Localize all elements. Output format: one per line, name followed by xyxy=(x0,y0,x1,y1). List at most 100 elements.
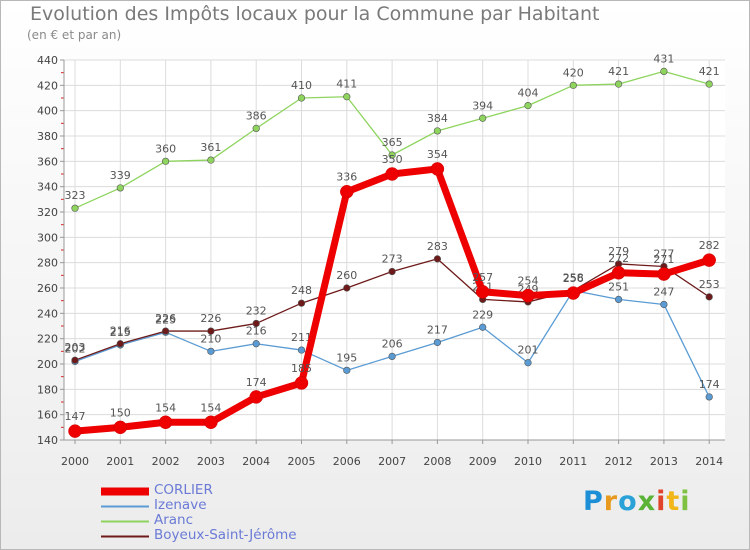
data-point-izenave xyxy=(706,394,713,401)
data-label-corlier: 185 xyxy=(291,362,312,375)
x-tick-label: 2004 xyxy=(242,455,270,468)
y-tick-label: 340 xyxy=(37,181,58,194)
x-tick-label: 2008 xyxy=(423,455,451,468)
data-label-corlier: 147 xyxy=(65,410,86,423)
legend-label-corlier: CORLIER xyxy=(154,482,213,498)
data-point-aranc xyxy=(117,185,124,192)
data-label-corlier: 174 xyxy=(246,376,267,389)
data-point-boyeux-saint-jerome xyxy=(389,268,396,275)
logo-letter: x xyxy=(638,486,656,517)
data-point-aranc xyxy=(344,93,351,100)
x-tick-label: 2011 xyxy=(559,455,587,468)
data-label-aranc: 431 xyxy=(653,52,674,65)
logo-letter: r xyxy=(604,486,618,517)
data-label-boyeux-saint-jerome: 260 xyxy=(336,269,357,282)
data-point-izenave xyxy=(389,353,396,360)
data-label-aranc: 339 xyxy=(110,169,131,182)
logo-letter: P xyxy=(583,486,604,517)
data-label-aranc: 361 xyxy=(200,141,221,154)
data-label-corlier: 257 xyxy=(472,271,493,284)
legend-label-izenave: Izenave xyxy=(154,497,207,513)
y-tick-label: 280 xyxy=(37,257,58,270)
y-tick-label: 160 xyxy=(37,409,58,422)
data-label-aranc: 394 xyxy=(472,99,493,112)
data-point-izenave xyxy=(525,359,532,366)
data-point-aranc xyxy=(525,102,532,109)
legend-swatch-izenave xyxy=(100,499,150,514)
legend-swatch-aranc xyxy=(100,514,150,529)
data-point-corlier xyxy=(703,254,716,267)
y-tick-label: 140 xyxy=(37,434,58,447)
data-label-izenave: 174 xyxy=(699,378,720,391)
data-label-corlier: 272 xyxy=(608,252,629,265)
data-label-izenave: 201 xyxy=(518,344,539,357)
data-point-corlier xyxy=(250,390,263,403)
legend-swatch-boyeux xyxy=(100,529,150,544)
data-point-izenave xyxy=(615,296,622,303)
data-label-aranc: 421 xyxy=(699,65,720,78)
proxiti-logo: Proxiti xyxy=(583,486,691,517)
data-point-aranc xyxy=(615,81,622,88)
data-point-izenave xyxy=(344,367,351,374)
x-tick-label: 2012 xyxy=(605,455,633,468)
data-label-izenave: 206 xyxy=(382,337,403,350)
data-label-corlier: 254 xyxy=(518,275,539,288)
data-point-corlier xyxy=(567,287,580,300)
y-tick-label: 180 xyxy=(37,383,58,396)
data-point-boyeux-saint-jerome xyxy=(208,328,215,335)
x-tick-label: 2001 xyxy=(106,455,134,468)
data-label-aranc: 404 xyxy=(518,87,539,100)
chart-svg: 1401601802002202402602803003203403603804… xyxy=(0,0,750,550)
data-point-aranc xyxy=(570,82,577,89)
data-point-izenave xyxy=(208,348,215,355)
data-label-boyeux-saint-jerome: 203 xyxy=(65,341,86,354)
data-label-corlier: 256 xyxy=(563,272,584,285)
y-tick-label: 420 xyxy=(37,79,58,92)
data-label-boyeux-saint-jerome: 232 xyxy=(246,304,267,317)
data-label-aranc: 384 xyxy=(427,112,448,125)
x-tick-label: 2009 xyxy=(469,455,497,468)
x-tick-label: 2010 xyxy=(514,455,542,468)
data-point-aranc xyxy=(253,125,260,132)
y-tick-label: 380 xyxy=(37,130,58,143)
data-label-corlier: 150 xyxy=(110,406,131,419)
data-label-izenave: 247 xyxy=(653,285,674,298)
data-point-boyeux-saint-jerome xyxy=(162,328,169,335)
data-label-izenave: 229 xyxy=(472,308,493,321)
logo-letter: i xyxy=(680,486,690,517)
data-point-izenave xyxy=(661,301,668,308)
data-label-izenave: 217 xyxy=(427,323,448,336)
x-tick-label: 2006 xyxy=(333,455,361,468)
data-point-boyeux-saint-jerome xyxy=(344,285,351,292)
data-point-boyeux-saint-jerome xyxy=(117,340,124,347)
data-label-aranc: 421 xyxy=(608,65,629,78)
data-point-aranc xyxy=(162,158,169,165)
data-point-aranc xyxy=(208,157,215,164)
data-label-corlier: 154 xyxy=(155,401,176,414)
data-point-boyeux-saint-jerome xyxy=(72,357,79,364)
logo-letter: t xyxy=(666,486,680,517)
data-label-boyeux-saint-jerome: 216 xyxy=(110,325,131,338)
data-label-aranc: 386 xyxy=(246,109,267,122)
data-label-corlier: 354 xyxy=(427,148,448,161)
y-tick-label: 300 xyxy=(37,231,58,244)
data-point-aranc xyxy=(72,205,79,212)
y-tick-label: 220 xyxy=(37,333,58,346)
data-point-izenave xyxy=(434,339,441,346)
data-point-corlier xyxy=(295,377,308,390)
y-tick-label: 440 xyxy=(37,54,58,67)
data-label-aranc: 420 xyxy=(563,66,584,79)
data-label-corlier: 271 xyxy=(653,253,674,266)
data-point-corlier xyxy=(431,162,444,175)
legend-swatch-corlier xyxy=(100,484,150,499)
data-point-aranc xyxy=(661,68,668,75)
data-label-boyeux-saint-jerome: 226 xyxy=(200,312,221,325)
logo-letter: o xyxy=(618,486,638,517)
data-label-corlier: 336 xyxy=(336,171,357,184)
data-label-aranc: 411 xyxy=(336,78,357,91)
data-point-corlier xyxy=(522,289,535,302)
data-point-corlier xyxy=(159,416,172,429)
data-point-corlier xyxy=(69,425,82,438)
data-point-corlier xyxy=(386,168,399,181)
x-tick-label: 2002 xyxy=(152,455,180,468)
